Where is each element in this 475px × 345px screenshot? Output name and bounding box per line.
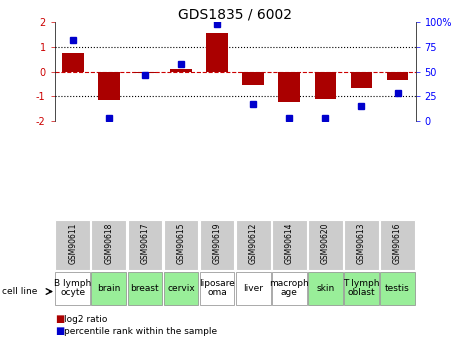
Bar [62,53,84,71]
Text: B lymph
ocyte: B lymph ocyte [54,279,91,297]
Bar [164,220,198,270]
Bar [200,272,234,305]
Bar [272,220,306,270]
Bar [134,71,156,73]
Bar [128,272,162,305]
Text: GSM90612: GSM90612 [249,223,257,264]
Bar [128,220,162,270]
Bar [314,71,336,99]
Text: T lymph
oblast: T lymph oblast [343,279,380,297]
Bar [272,272,306,305]
Bar [92,220,126,270]
Bar [236,272,270,305]
Text: liver: liver [243,284,263,293]
Text: GSM90613: GSM90613 [357,223,366,264]
Bar [278,71,300,102]
Text: testis: testis [385,284,410,293]
Text: breast: breast [131,284,159,293]
Bar [242,71,264,85]
Text: ■: ■ [55,326,64,336]
Text: ■: ■ [55,314,64,324]
Text: log2 ratio: log2 ratio [64,315,107,324]
Title: GDS1835 / 6002: GDS1835 / 6002 [178,7,292,21]
Bar [56,272,90,305]
Bar [380,220,415,270]
Bar [344,272,379,305]
Text: GSM90611: GSM90611 [68,223,77,264]
Bar [206,33,228,71]
Bar [308,220,342,270]
Text: GSM90616: GSM90616 [393,223,402,264]
Bar [98,71,120,100]
Text: GSM90614: GSM90614 [285,223,294,264]
Text: cervix: cervix [167,284,195,293]
Text: brain: brain [97,284,121,293]
Bar [164,272,198,305]
Text: GSM90617: GSM90617 [141,223,149,264]
Bar [170,69,192,71]
Bar [200,220,234,270]
Text: liposare
oma: liposare oma [199,279,235,297]
Bar [308,272,342,305]
Text: percentile rank within the sample: percentile rank within the sample [64,327,217,336]
Bar [236,220,270,270]
Text: GSM90620: GSM90620 [321,223,330,264]
Bar [380,272,415,305]
Text: GSM90615: GSM90615 [177,223,185,264]
Text: GSM90619: GSM90619 [213,223,221,264]
Bar [351,71,372,88]
Text: macroph
age: macroph age [269,279,309,297]
Bar [56,220,90,270]
Text: skin: skin [316,284,334,293]
Bar [387,71,408,80]
Text: cell line: cell line [2,287,38,296]
Bar [344,220,379,270]
Text: GSM90618: GSM90618 [104,223,113,264]
Bar [92,272,126,305]
